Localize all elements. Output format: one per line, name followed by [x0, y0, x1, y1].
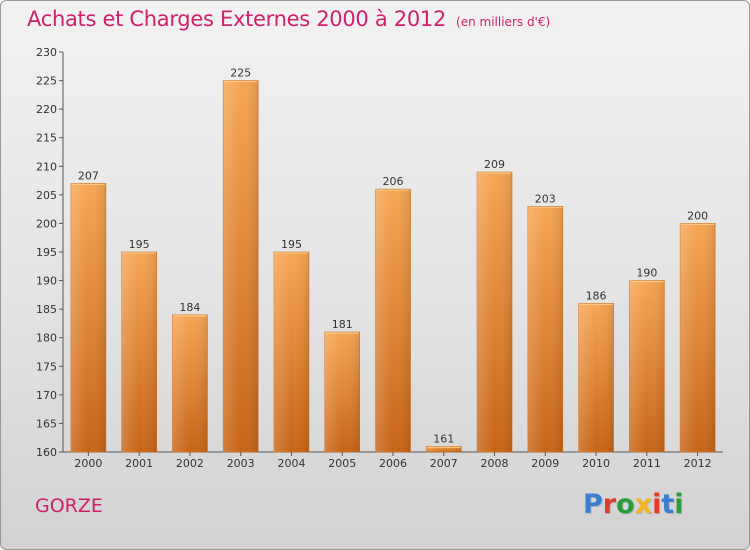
- data-label: 184: [179, 301, 200, 314]
- y-tick-label: 190: [36, 275, 57, 288]
- bar-shade: [629, 280, 665, 452]
- y-tick-label: 225: [36, 75, 57, 88]
- logo-letter: t: [661, 489, 675, 520]
- proxiti-logo: Proxiti: [583, 489, 684, 520]
- logo-letter: o: [616, 489, 635, 520]
- bar-shade: [70, 183, 106, 452]
- x-tick-label: 2012: [684, 457, 712, 470]
- x-tick-label: 2011: [633, 457, 661, 470]
- x-tick-label: 2004: [277, 457, 305, 470]
- y-tick-label: 200: [36, 217, 57, 230]
- bar-shade: [426, 446, 462, 452]
- x-tick-label: 2003: [227, 457, 255, 470]
- y-tick-label: 205: [36, 189, 57, 202]
- data-label: 209: [484, 158, 505, 171]
- bar-shade: [578, 303, 614, 452]
- data-label: 203: [535, 192, 556, 205]
- city-name: GORZE: [35, 495, 103, 517]
- y-tick-label: 185: [36, 303, 57, 316]
- logo-letter: i: [652, 489, 662, 520]
- data-label: 190: [636, 267, 657, 280]
- y-tick-label: 215: [36, 132, 57, 145]
- chart-unit: (en milliers d'€): [456, 15, 551, 29]
- y-tick-label: 160: [36, 446, 57, 459]
- bar-shade: [172, 314, 208, 452]
- y-tick-label: 220: [36, 103, 57, 116]
- data-label: 186: [586, 289, 607, 302]
- data-label: 181: [332, 318, 353, 331]
- x-tick-label: 2010: [582, 457, 610, 470]
- logo-letter: i: [674, 489, 684, 520]
- bar-shade: [223, 80, 259, 453]
- data-label: 195: [129, 238, 150, 251]
- bar-shade: [680, 223, 716, 452]
- chart-title-text: Achats et Charges Externes 2000 à 2012: [27, 7, 447, 31]
- y-tick-label: 170: [36, 389, 57, 402]
- logo-letter: x: [634, 489, 653, 520]
- data-label: 206: [383, 175, 404, 188]
- x-tick-label: 2005: [328, 457, 356, 470]
- x-tick-label: 2007: [430, 457, 458, 470]
- x-tick-label: 2006: [379, 457, 407, 470]
- data-label: 207: [78, 169, 99, 182]
- x-tick-label: 2009: [531, 457, 559, 470]
- chart-title: Achats et Charges Externes 2000 à 2012 (e…: [27, 7, 550, 31]
- data-label: 195: [281, 238, 302, 251]
- y-tick-label: 175: [36, 360, 57, 373]
- x-tick-label: 2008: [481, 457, 509, 470]
- data-label: 161: [433, 432, 454, 445]
- y-tick-label: 230: [36, 46, 57, 59]
- logo-letter: P: [583, 489, 603, 520]
- bar-shade: [527, 206, 563, 452]
- y-tick-label: 195: [36, 246, 57, 259]
- x-tick-label: 2002: [176, 457, 204, 470]
- x-tick-label: 2000: [74, 457, 102, 470]
- bar-shade: [273, 252, 309, 452]
- data-label: 225: [230, 67, 251, 80]
- bar-shade: [477, 172, 513, 452]
- y-tick-label: 165: [36, 417, 57, 430]
- bar-shade: [375, 189, 411, 452]
- chart-axes: 160 165 170 175 180 185 190 195 200 205 210 215 220 2…: [36, 46, 723, 470]
- bar-shade: [324, 332, 360, 452]
- chart-data-labels: 207 195 184 225 195 181 206 161 209 203 186 190 200: [78, 67, 708, 446]
- data-label: 200: [687, 209, 708, 222]
- y-tick-label: 210: [36, 160, 57, 173]
- x-tick-label: 2001: [125, 457, 153, 470]
- chart-bars: [70, 80, 716, 453]
- y-tick-label: 180: [36, 332, 57, 345]
- bar-shade: [121, 252, 157, 452]
- logo-letter: r: [602, 489, 617, 520]
